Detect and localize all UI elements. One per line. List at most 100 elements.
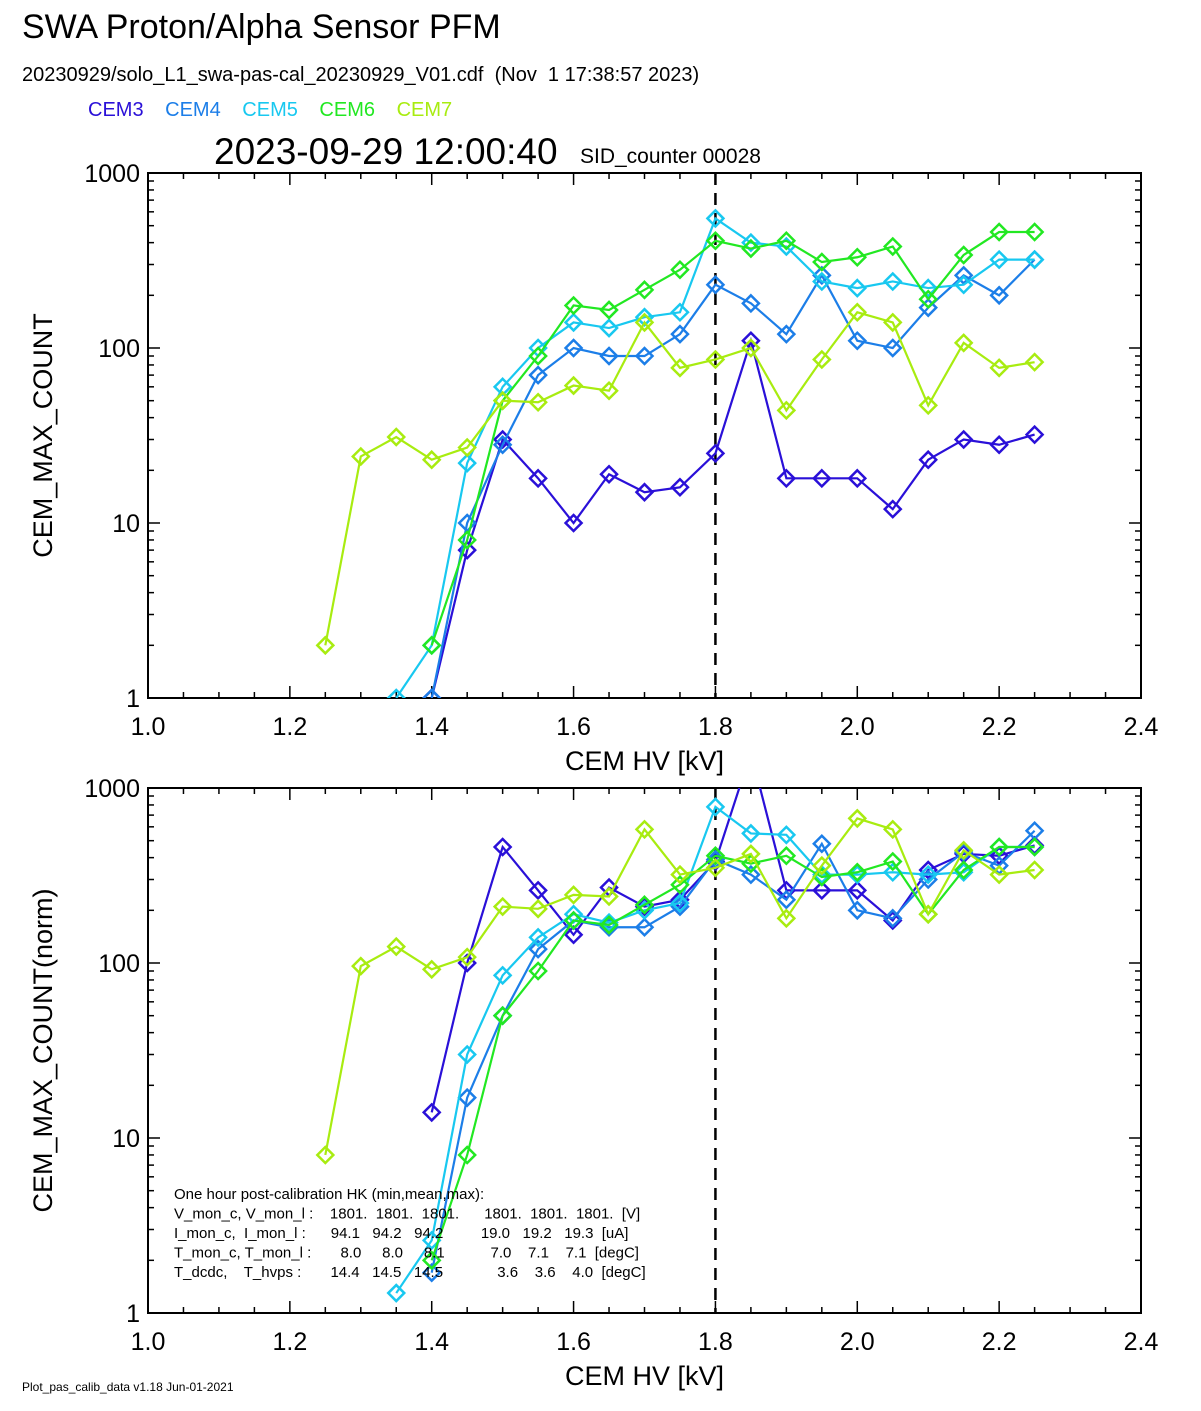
data-point-cem5	[492, 377, 513, 397]
data-point-cem6	[953, 860, 974, 880]
data-point-cem7	[386, 427, 407, 447]
data-point-cem4	[812, 265, 832, 286]
y-tick-label: 10	[112, 1125, 140, 1153]
data-point-cem6	[1024, 222, 1045, 242]
data-point-cem4	[847, 330, 868, 351]
series-line-cem7	[324, 817, 1035, 1156]
data-point-cem6	[847, 247, 868, 268]
data-point-cem6	[634, 895, 655, 915]
legend-item-cem4: CEM4	[165, 99, 221, 121]
data-point-cem4	[776, 889, 797, 910]
data-point-cem3	[989, 434, 1009, 455]
data-point-cem6	[634, 280, 655, 300]
data-point-cem5	[918, 278, 938, 298]
data-point-cem5	[741, 232, 761, 253]
data-point-cem6	[741, 853, 761, 874]
data-point-cem7	[918, 904, 938, 924]
data-point-cem7	[847, 808, 868, 829]
x-tick-label: 2.2	[982, 1328, 1017, 1356]
data-point-cem4	[670, 324, 690, 344]
timestamp: 2023-09-29 12:00:40	[214, 131, 558, 172]
data-point-cem7	[1024, 352, 1045, 372]
data-point-cem6	[492, 1005, 513, 1026]
data-point-cem5	[421, 1230, 442, 1251]
x-tick-label: 1.4	[414, 1328, 449, 1356]
data-point-cem7	[989, 358, 1009, 378]
series-line-cem3	[430, 788, 1035, 1113]
x-tick-label: 1.8	[698, 1328, 733, 1356]
data-point-cem6	[953, 245, 974, 265]
data-point-cem4	[421, 688, 442, 698]
data-point-cem6	[528, 961, 548, 981]
data-point-cem6	[563, 910, 584, 931]
legend-item-cem7: CEM7	[396, 99, 453, 121]
data-point-cem7	[705, 349, 726, 370]
data-point-cem5	[812, 271, 832, 292]
data-point-cem7	[776, 400, 797, 421]
data-point-cem4	[847, 900, 868, 921]
x-tick-label: 1.0	[131, 713, 166, 741]
data-point-cem4	[776, 324, 797, 344]
y-tick-label: 100	[98, 950, 140, 978]
data-point-cem7	[918, 395, 938, 416]
data-point-cem6	[599, 300, 619, 320]
data-point-cem3	[634, 482, 655, 502]
data-point-cem3	[421, 1102, 442, 1123]
data-point-cem6	[421, 635, 442, 656]
data-point-cem3	[918, 449, 938, 470]
series-line-cem7	[324, 311, 1035, 646]
file-name-line: 20230929/solo_L1_swa-pas-cal_20230929_V0…	[22, 64, 700, 86]
data-point-cem7	[599, 886, 619, 907]
data-point-cem3	[563, 924, 584, 945]
x-tick-label: 2.0	[840, 1328, 875, 1356]
data-point-cem5	[918, 864, 938, 885]
data-point-cem4	[812, 834, 832, 854]
data-point-cem6	[421, 1250, 442, 1271]
series-line-cem4	[430, 258, 1036, 698]
hk-summary-line: V_mon_c, V_mon_l : 1801. 1801. 1801. 180…	[174, 1206, 640, 1223]
hk-summary-line: One hour post-calibration HK (min,mean,m…	[174, 1186, 484, 1203]
data-point-cem3	[812, 880, 832, 901]
data-point-cem7	[634, 312, 655, 333]
data-point-cem3	[492, 429, 513, 450]
data-point-cem6	[599, 915, 619, 935]
y-tick-label: 100	[98, 335, 140, 363]
data-point-cem3	[599, 464, 619, 484]
data-point-cem3	[847, 468, 868, 489]
data-point-cem6	[670, 259, 690, 280]
data-point-cem6	[563, 295, 584, 316]
data-point-cem7	[457, 437, 477, 458]
data-point-cem5	[953, 862, 974, 883]
data-point-cem7	[1024, 860, 1045, 880]
data-point-cem6	[918, 289, 938, 309]
data-point-cem4	[563, 338, 584, 358]
main-title: SWA Proton/Alpha Sensor PFM	[22, 8, 501, 46]
data-point-cem6	[670, 874, 690, 895]
data-point-cem6	[882, 851, 903, 872]
data-point-cem7	[776, 908, 797, 929]
data-point-cem4	[918, 297, 938, 318]
y-tick-label: 1000	[84, 160, 140, 188]
data-point-cem4	[882, 908, 903, 929]
data-point-cem7	[953, 333, 974, 353]
data-point-cem5	[705, 797, 726, 817]
x-tick-label: 1.4	[414, 713, 449, 741]
data-point-cem4	[741, 864, 761, 885]
data-point-cem7	[670, 358, 690, 378]
sid-counter: SID_counter 00028	[580, 145, 761, 168]
x-tick-label: 2.2	[982, 713, 1017, 741]
data-point-cem3	[670, 477, 690, 498]
data-point-cem7	[599, 380, 619, 401]
data-point-cem7	[670, 864, 690, 885]
y-tick-label: 1000	[84, 775, 140, 803]
data-point-cem7	[528, 392, 548, 412]
data-point-cem4	[528, 365, 548, 385]
data-point-cem7	[492, 896, 513, 917]
data-point-cem6	[741, 238, 761, 259]
data-point-cem5	[670, 893, 690, 913]
data-point-cem5	[599, 912, 619, 933]
legend: CEM3 CEM4 CEM5 CEM6 CEM7	[88, 99, 468, 122]
data-point-cem7	[351, 956, 371, 976]
data-point-cem5	[776, 825, 797, 845]
